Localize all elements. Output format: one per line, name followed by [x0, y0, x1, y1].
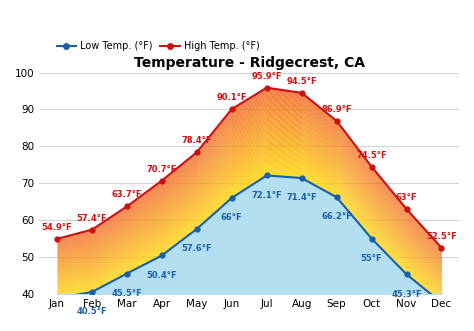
Text: 40.5°F: 40.5°F: [77, 307, 107, 316]
Low Temp. (°F): [159, 254, 164, 258]
Text: 66°F: 66°F: [221, 213, 243, 222]
High Temp. (°F): [404, 207, 410, 211]
Text: 55°F: 55°F: [361, 254, 383, 263]
Text: 90.1°F: 90.1°F: [217, 93, 247, 102]
High Temp. (°F): [194, 150, 200, 154]
Low Temp. (°F): [299, 176, 304, 180]
Text: 95.9°F: 95.9°F: [251, 72, 282, 81]
Text: 57.6°F: 57.6°F: [182, 244, 212, 253]
High Temp. (°F): [438, 246, 444, 250]
Text: 70.7°F: 70.7°F: [146, 165, 177, 174]
High Temp. (°F): [124, 205, 130, 209]
Text: 54.9°F: 54.9°F: [42, 223, 72, 232]
Text: 86.9°F: 86.9°F: [321, 105, 352, 114]
Low Temp. (°F): [404, 272, 410, 276]
High Temp. (°F): [229, 107, 235, 111]
Text: 72.1°F: 72.1°F: [251, 191, 282, 200]
Text: 78.4°F: 78.4°F: [182, 136, 212, 145]
Text: 63°F: 63°F: [396, 193, 417, 202]
High Temp. (°F): [54, 237, 60, 241]
Low Temp. (°F): [194, 227, 200, 231]
Text: 50.4°F: 50.4°F: [146, 271, 177, 280]
Text: 66.2°F: 66.2°F: [321, 213, 352, 221]
Low Temp. (°F): [54, 296, 60, 300]
Line: High Temp. (°F): High Temp. (°F): [55, 85, 444, 250]
Text: 37.6°F: 37.6°F: [0, 330, 1, 331]
Text: 45.3°F: 45.3°F: [391, 290, 422, 299]
High Temp. (°F): [299, 91, 304, 95]
Low Temp. (°F): [369, 237, 374, 241]
High Temp. (°F): [89, 228, 95, 232]
Title: Temperature - Ridgecrest, CA: Temperature - Ridgecrest, CA: [134, 56, 365, 70]
Text: 74.5°F: 74.5°F: [356, 151, 387, 160]
Low Temp. (°F): [438, 301, 444, 305]
High Temp. (°F): [159, 179, 164, 183]
Text: 38.8°F: 38.8°F: [0, 330, 1, 331]
Line: Low Temp. (°F): Low Temp. (°F): [55, 173, 444, 305]
Text: 71.4°F: 71.4°F: [286, 193, 317, 202]
Legend: Low Temp. (°F), High Temp. (°F): Low Temp. (°F), High Temp. (°F): [53, 38, 263, 55]
Text: 57.4°F: 57.4°F: [77, 214, 107, 223]
High Temp. (°F): [369, 165, 374, 168]
Low Temp. (°F): [229, 196, 235, 200]
High Temp. (°F): [334, 119, 339, 123]
Low Temp. (°F): [124, 271, 130, 275]
Text: 63.7°F: 63.7°F: [111, 191, 142, 200]
Low Temp. (°F): [334, 195, 339, 199]
Low Temp. (°F): [89, 290, 95, 294]
Text: 52.5°F: 52.5°F: [426, 232, 457, 241]
High Temp. (°F): [264, 86, 270, 90]
Low Temp. (°F): [264, 173, 270, 177]
Text: 94.5°F: 94.5°F: [286, 77, 317, 86]
Text: 45.5°F: 45.5°F: [111, 289, 142, 298]
